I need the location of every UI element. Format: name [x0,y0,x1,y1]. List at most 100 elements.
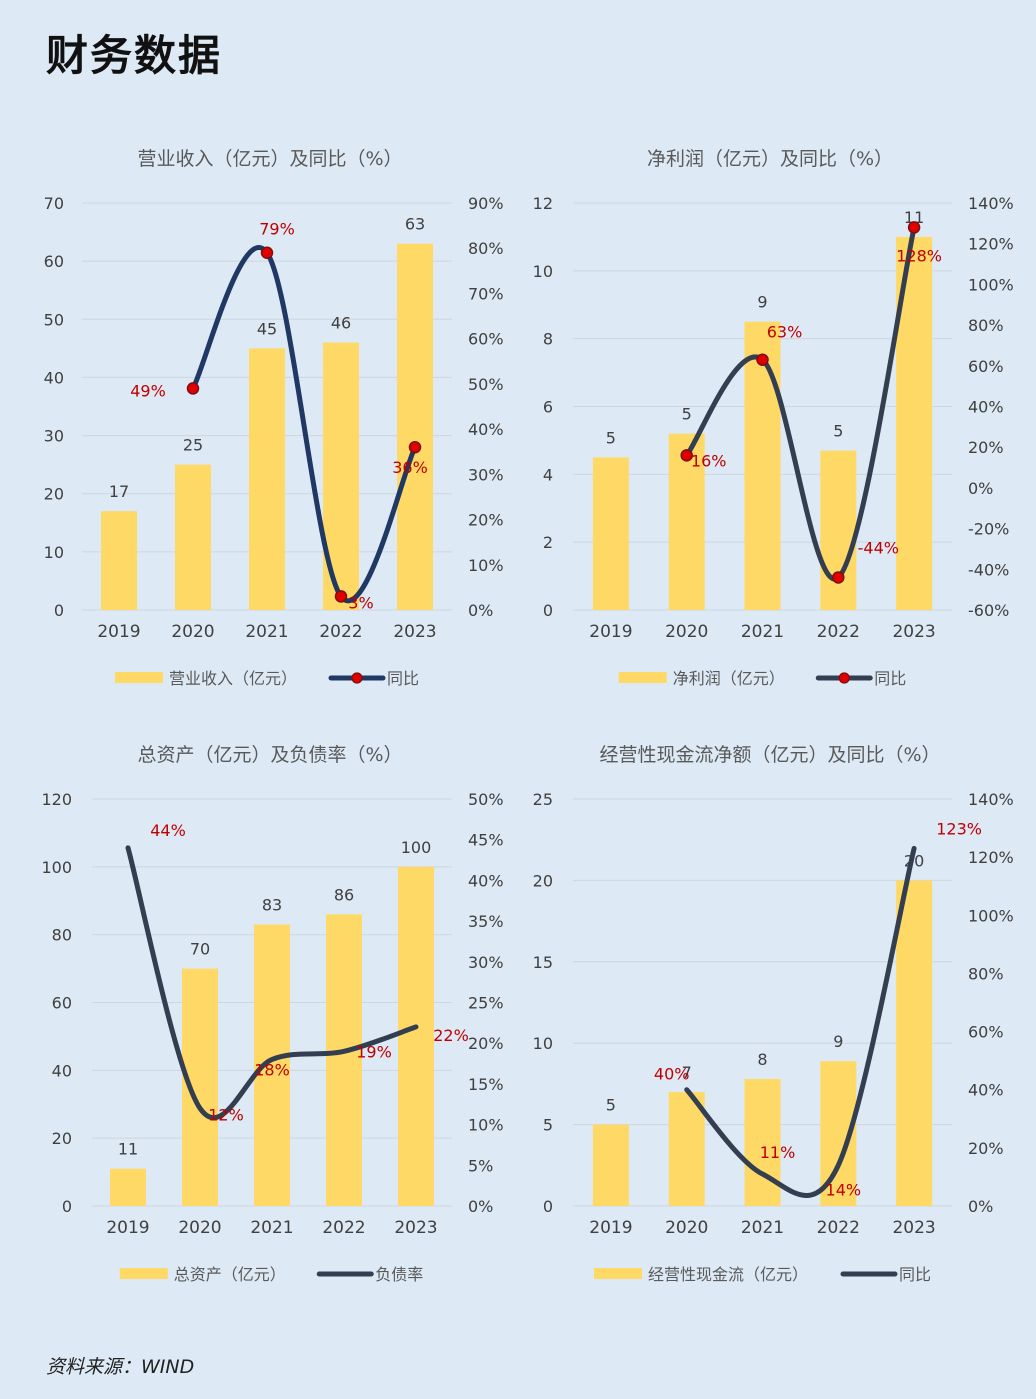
bar-data-label: 86 [334,885,354,904]
x-tick-label: 2021 [741,1218,784,1238]
bar-data-label: 46 [331,314,351,333]
x-tick-label: 2023 [892,1218,935,1238]
y-left-tick-label: 10 [533,262,553,281]
line-data-label: 123% [936,819,982,838]
line-marker [680,449,693,462]
x-tick-label: 2019 [106,1218,149,1238]
y-right-tick-label: 50% [468,375,504,394]
x-tick-label: 2023 [393,622,436,642]
y-left-tick-label: 2 [543,533,553,552]
y-right-tick-label: -40% [968,560,1009,579]
y-right-tick-label: 10% [468,556,504,575]
legend-label: 总资产（亿元） [174,1265,286,1284]
y-right-tick-label: 30% [468,953,504,972]
line-data-label: 79% [259,220,295,239]
y-right-tick-label: 40% [468,420,504,439]
y-left-tick-label: 100 [41,858,72,877]
chart-total-assets: 总资产（亿元）及负债率（%） 0 20 40 60 80 100 120 0% 5% 10% 15% 2… [41,744,504,1284]
y-right-tick-label: 120% [968,848,1014,867]
legend-swatch-bar [594,1268,642,1279]
y-left-tick-label: 30 [44,427,64,446]
y-left-tick-label: 15 [533,953,553,972]
bar-data-label: 5 [606,428,616,447]
x-tick-label: 2020 [665,622,708,642]
bar [398,866,434,1206]
bar [744,321,781,610]
bar-data-label: 11 [904,208,924,227]
x-tick-label: 2019 [589,622,632,642]
y-right-tick-label: 45% [468,831,504,850]
bar [326,914,362,1206]
line-data-label: 128% [896,246,942,265]
chart-revenue: 营业收入（亿元）及同比（%） 0 10 20 30 40 50 60 70 0% 10% 20% 30%… [44,148,504,688]
page-title: 财务数据 [46,31,223,80]
y-right-tick-label: -20% [968,520,1009,539]
y-right-tick-label: 100% [968,906,1014,925]
y-left-tick-label: 40 [52,1061,72,1080]
legend-label: 负债率 [375,1265,423,1284]
line-marker [186,382,200,395]
line-series [684,845,917,1198]
line-data-label: -44% [858,538,899,557]
bar [744,1079,781,1206]
bar [896,880,933,1206]
bar [101,511,137,610]
y-left-tick-label: 6 [543,398,553,417]
y-right-tick-label: 80% [468,239,504,258]
line-marker [260,246,274,259]
y-left-tick-label: 70 [44,194,64,213]
y-left-tick-label: 50 [44,310,64,329]
bar [110,1168,146,1206]
line-marker [832,571,845,584]
line-data-label: 12% [208,1105,244,1124]
y-right-tick-label: 0% [968,479,993,498]
chart-title: 营业收入（亿元）及同比（%） [137,148,402,170]
legend-label: 同比 [899,1265,931,1284]
y-right-tick-label: 20% [468,511,504,530]
y-left-tick-label: 8 [543,330,553,349]
x-tick-label: 2023 [394,1218,437,1238]
x-tick-label: 2019 [97,622,140,642]
chart-title: 总资产（亿元）及负债率（%） [137,744,402,766]
x-tick-label: 2020 [178,1218,221,1238]
bar [397,243,433,610]
x-tick-label: 2021 [245,622,288,642]
line-data-label: 22% [433,1026,469,1045]
legend-label: 营业收入（亿元） [169,669,297,688]
y-left-tick-label: 4 [543,465,553,484]
y-right-tick-label: 60% [968,357,1004,376]
line-marker [907,221,921,234]
y-right-tick-label: 120% [968,235,1014,254]
bar-data-label: 8 [757,1050,767,1069]
bar [249,348,285,610]
y-right-tick-label: 0% [968,1197,993,1216]
y-left-tick-label: 20 [44,485,64,504]
y-left-tick-label: 40 [44,368,64,387]
bar [668,1092,705,1206]
y-right-tick-label: 35% [468,912,504,931]
y-left-tick-label: 120 [41,790,72,809]
line-series [190,245,418,603]
bar-data-label: 11 [118,1140,138,1159]
y-right-tick-label: 0% [468,1197,493,1216]
bar-data-label: 9 [833,1032,843,1051]
x-tick-label: 2022 [322,1218,365,1238]
line-data-label: 44% [150,821,186,840]
y-right-tick-label: 40% [968,1081,1004,1100]
y-right-tick-label: -60% [968,601,1009,620]
y-right-tick-label: 90% [468,194,504,213]
y-right-tick-label: 80% [968,316,1004,335]
y-right-tick-label: 10% [468,1116,504,1135]
y-left-tick-label: 0 [54,601,64,620]
legend: 经营性现金流（亿元） 同比 [594,1265,931,1284]
y-left-tick-label: 0 [62,1197,72,1216]
line-data-label: 3% [348,593,373,612]
bar-data-label: 83 [262,895,282,914]
y-right-tick-label: 20% [468,1034,504,1053]
y-left-tick-label: 10 [44,543,64,562]
legend-label: 净利润（亿元） [673,669,785,688]
bar-data-label: 25 [183,436,203,455]
x-tick-label: 2021 [741,622,784,642]
chart-operating-cashflow: 经营性现金流净额（亿元）及同比（%） 0 5 10 15 20 25 0% 20% 40% 60% 8… [533,744,1014,1284]
y-right-tick-label: 30% [468,465,504,484]
